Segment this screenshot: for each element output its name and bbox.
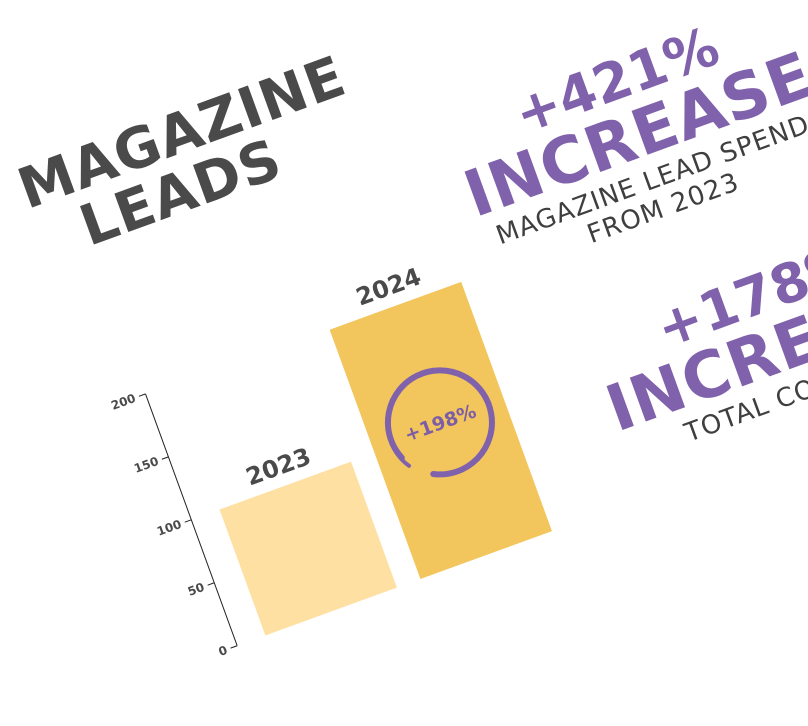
y-tick <box>161 456 169 460</box>
y-tick-label: 0 <box>217 643 230 659</box>
bar-2024 <box>329 281 552 580</box>
y-tick <box>138 393 146 397</box>
y-tick-label: 100 <box>155 517 183 539</box>
annotation-circle <box>385 367 495 478</box>
y-tick <box>207 582 215 586</box>
y-tick-label: 150 <box>132 454 160 476</box>
y-tick-label: 200 <box>109 391 137 413</box>
bar-2023 <box>219 461 397 636</box>
y-tick <box>230 645 238 649</box>
annotation-circle-stroke <box>387 432 411 468</box>
y-tick <box>184 519 192 523</box>
y-tick-label: 50 <box>186 580 206 599</box>
